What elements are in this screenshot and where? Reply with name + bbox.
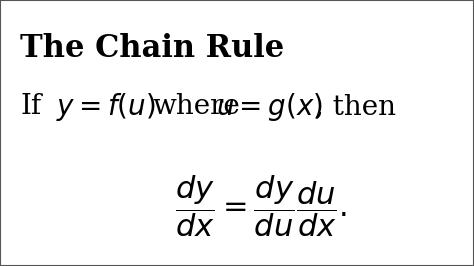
Text: The Chain Rule: The Chain Rule (20, 33, 284, 64)
Text: If: If (20, 93, 42, 120)
Text: $u = g(x)$: $u = g(x)$ (216, 91, 323, 123)
Text: , then: , then (315, 93, 396, 120)
Text: where: where (152, 93, 240, 120)
Text: $y = f(u)$: $y = f(u)$ (55, 91, 155, 123)
Text: $\dfrac{dy}{dx} = \dfrac{dy}{du}\dfrac{du}{dx}.$: $\dfrac{dy}{dx} = \dfrac{dy}{du}\dfrac{d… (174, 174, 346, 239)
